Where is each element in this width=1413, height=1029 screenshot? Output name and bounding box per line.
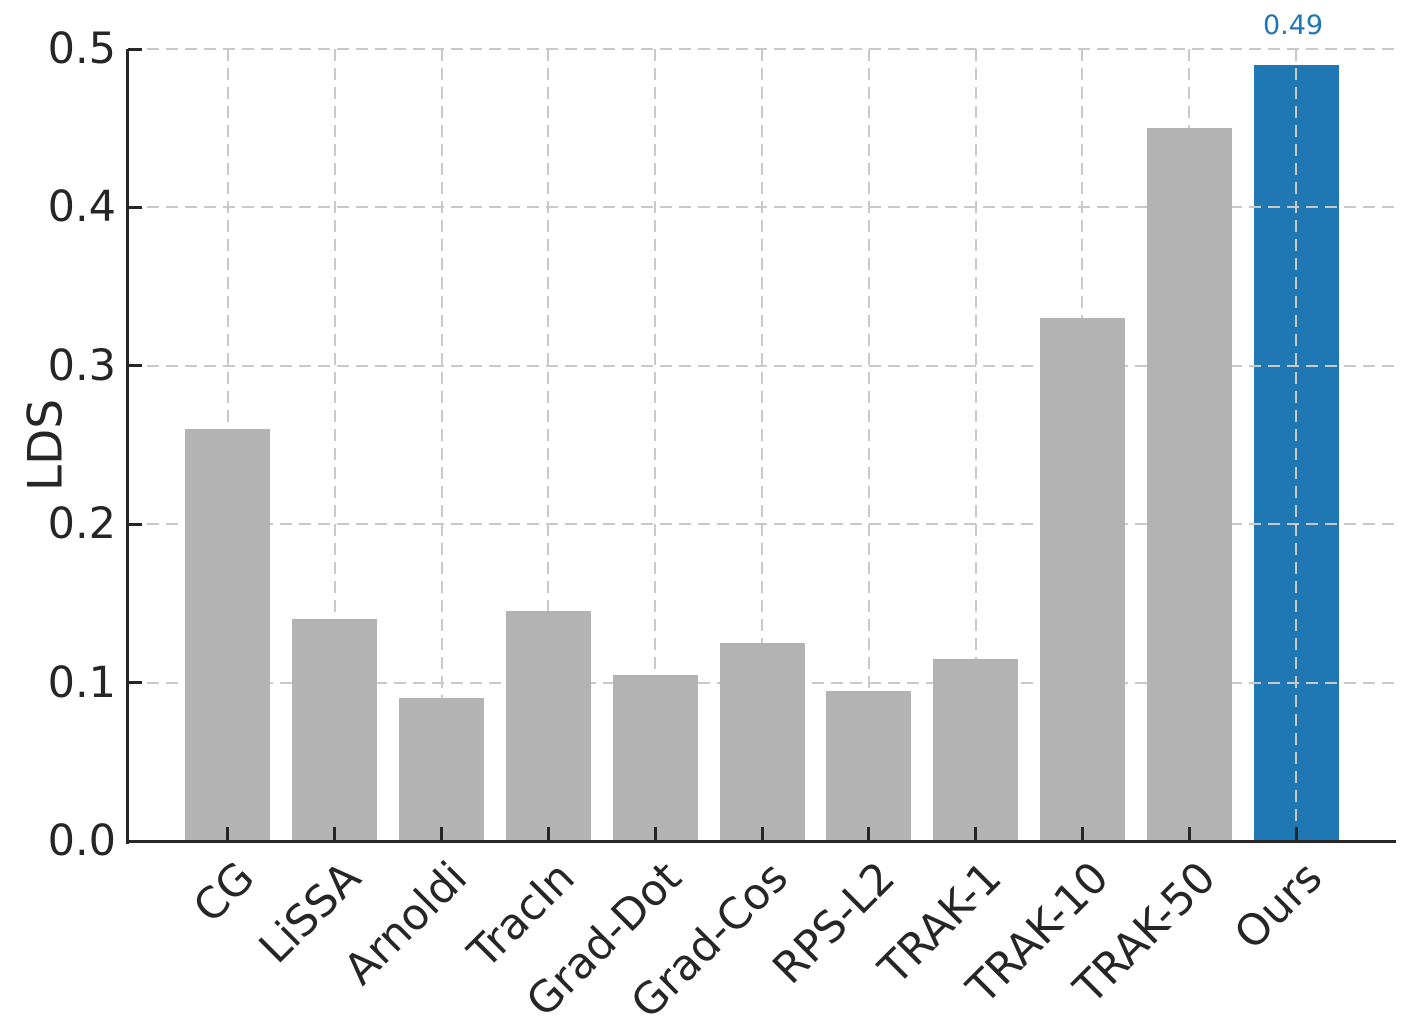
bar-rps-l2: [826, 691, 911, 841]
y-tick-label: 0.0: [47, 816, 116, 866]
y-tick-mark: [128, 205, 142, 209]
y-tick-label: 0.5: [47, 24, 116, 74]
bar-grad-cos: [720, 643, 805, 841]
y-tick-label: 0.2: [47, 499, 116, 550]
bar-grad-dot: [613, 675, 698, 841]
y-tick-label: 0.4: [47, 182, 116, 233]
gridline-vertical: [333, 49, 336, 841]
x-tick-mark: [546, 827, 550, 841]
gridline-vertical: [1295, 49, 1298, 841]
bar-trak-50: [1147, 128, 1232, 841]
x-tick-label: CG: [183, 852, 264, 933]
x-tick-mark: [867, 827, 871, 841]
x-tick-mark: [974, 827, 978, 841]
bar-lissa: [292, 619, 377, 841]
y-tick-mark: [128, 364, 142, 368]
x-tick-mark: [1080, 827, 1084, 841]
y-tick-mark: [128, 522, 142, 526]
y-axis-label: LDS: [18, 398, 74, 492]
bar-value-annotation: 0.49: [1262, 10, 1324, 41]
y-tick-mark: [128, 47, 142, 51]
x-tick-mark: [440, 827, 444, 841]
gridline-vertical: [867, 49, 870, 841]
x-axis-spine: [126, 840, 1396, 843]
x-tick-mark: [760, 827, 764, 841]
bar-trak-1: [933, 659, 1018, 841]
bar-arnoldi: [399, 698, 484, 841]
y-tick-mark: [128, 681, 142, 685]
x-tick-label: Ours: [1225, 852, 1333, 960]
gridline-vertical: [974, 49, 977, 841]
bar-cg: [185, 429, 270, 841]
x-tick-mark: [1294, 827, 1298, 841]
y-tick-label: 0.1: [47, 657, 116, 708]
x-tick-mark: [226, 827, 230, 841]
y-tick-label: 0.3: [47, 340, 116, 391]
gridline-vertical: [654, 49, 657, 841]
gridline-vertical: [440, 49, 443, 841]
y-axis-spine: [126, 49, 129, 844]
bar-chart-figure: LDS 0.49 0.0 0.1 0.2 0.3 0.4 0.5 CG LiSSA Arnold…: [18, 10, 1396, 1029]
gridline-vertical: [547, 49, 550, 841]
bar-trak-10: [1040, 318, 1125, 841]
y-tick-mark: [128, 839, 142, 843]
gridline-vertical: [761, 49, 763, 841]
bar-tracin: [506, 611, 591, 841]
x-tick-mark: [653, 827, 657, 841]
x-tick-mark: [333, 827, 337, 841]
x-tick-mark: [1187, 827, 1191, 841]
